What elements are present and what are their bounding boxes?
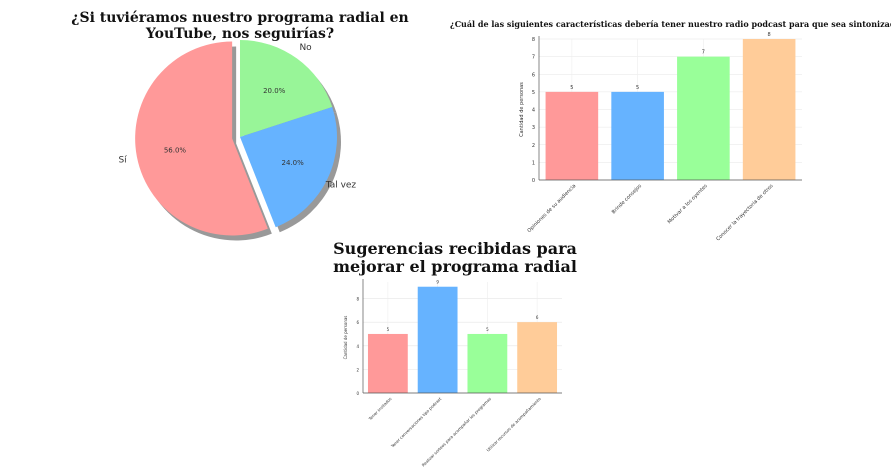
x-tick-label: Tener conversaciones tipo podcast bbox=[389, 396, 442, 449]
y-axis-label: Cantidad de personas bbox=[343, 316, 348, 360]
x-tick-label: Conocer la trayectoria de otros bbox=[715, 183, 774, 242]
bar-value-label: 8 bbox=[768, 32, 771, 38]
y-tick-label: 0 bbox=[356, 391, 359, 396]
y-tick-label: 5 bbox=[532, 90, 535, 96]
bar bbox=[417, 286, 458, 393]
bar-value-label: 9 bbox=[436, 280, 439, 285]
y-tick-label: 8 bbox=[532, 37, 535, 43]
bar-value-label: 5 bbox=[387, 327, 390, 332]
y-tick-label: 6 bbox=[532, 72, 535, 78]
bar bbox=[611, 91, 664, 180]
pie-slice bbox=[135, 41, 268, 236]
bar bbox=[742, 39, 796, 180]
y-axis-label: Cantidad de personas bbox=[519, 82, 525, 137]
bar-chart-1-title: ¿Cuál de las siguientes características … bbox=[450, 19, 891, 29]
pie-slice bbox=[240, 40, 333, 137]
pie-category-label: No bbox=[299, 43, 312, 53]
bar bbox=[467, 333, 508, 393]
pie-value-label: 24.0% bbox=[282, 159, 305, 167]
pie-chart-title: ¿Si tuviéramos nuestro programa radial e… bbox=[71, 10, 409, 43]
y-tick-label: 6 bbox=[356, 320, 359, 325]
y-tick-label: 1 bbox=[532, 160, 535, 166]
y-tick-label: 0 bbox=[532, 178, 535, 184]
y-tick-label: 8 bbox=[356, 297, 359, 302]
y-tick-label: 3 bbox=[532, 125, 535, 131]
bar-value-label: 5 bbox=[570, 85, 573, 91]
bar-value-label: 7 bbox=[702, 50, 705, 56]
bar-value-label: 6 bbox=[536, 315, 539, 320]
x-tick-label: Utilizar recursos de acompañamiento bbox=[485, 396, 542, 453]
y-tick-label: 4 bbox=[532, 108, 535, 114]
pie-value-label: 20.0% bbox=[263, 87, 286, 95]
y-tick-label: 2 bbox=[532, 143, 535, 149]
bar bbox=[545, 91, 599, 180]
bar bbox=[677, 56, 730, 180]
bar bbox=[517, 322, 558, 393]
pie-slice bbox=[240, 107, 337, 228]
y-tick-label: 4 bbox=[356, 344, 359, 349]
bar-chart-2-title: Sugerencias recibidas para mejorar el pr… bbox=[333, 239, 577, 277]
x-tick-label: Brinde consejos bbox=[611, 183, 644, 216]
pie-category-label: Sí bbox=[118, 155, 127, 165]
bar-value-label: 5 bbox=[486, 327, 489, 332]
x-tick-label: Opiniones de su audiencia bbox=[526, 183, 577, 234]
bar-value-label: 5 bbox=[636, 85, 639, 91]
bar bbox=[367, 333, 408, 393]
x-tick-label: Motivar a los oyentes bbox=[667, 183, 709, 225]
y-tick-label: 7 bbox=[532, 55, 535, 61]
pie-value-label: 56.0% bbox=[164, 146, 187, 154]
x-tick-label: Tener invitados bbox=[367, 396, 393, 422]
pie-category-label: Tal vez bbox=[325, 180, 357, 190]
y-tick-label: 2 bbox=[356, 367, 359, 372]
